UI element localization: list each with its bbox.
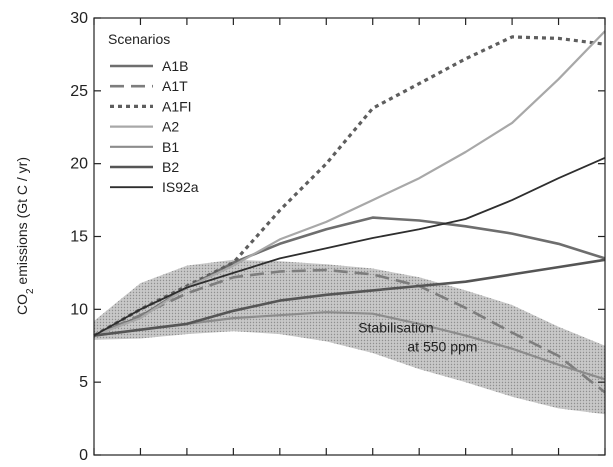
series-line-a1fi	[93, 35, 606, 337]
y-tick-label-20: 20	[70, 156, 88, 173]
annotations: Stabilisation at 550 ppm	[358, 320, 477, 355]
y-axis-title-subscript: 2	[25, 288, 36, 294]
y-tick-label-10: 10	[70, 301, 88, 318]
y-tick-label-5: 5	[79, 374, 88, 391]
axes: 0 5 10 15 20 25 30	[70, 10, 606, 464]
legend-label-a1t: A1T	[162, 78, 188, 94]
legend: Scenarios A1B A1T A1FI A2 B1 B2 IS92a	[108, 31, 199, 195]
series-line-is92a	[93, 156, 606, 337]
series-line-b2	[93, 258, 606, 337]
y-tick-label-15: 15	[70, 229, 88, 246]
y-axis-title: CO2 emissions (Gt C / yr)	[14, 157, 36, 315]
y-tick-label-0: 0	[79, 447, 88, 464]
series-line-a1t	[93, 268, 606, 394]
annotation-stabilisation: Stabilisation	[358, 320, 434, 336]
stabilisation-band	[94, 259, 605, 415]
legend-label-a2: A2	[162, 119, 179, 135]
annotation-at-550-ppm: at 550 ppm	[407, 339, 477, 355]
legend-label-a1b: A1B	[162, 58, 188, 74]
series-lines	[93, 30, 606, 394]
y-tick-label-25: 25	[70, 83, 88, 100]
y-tick-label-30: 30	[70, 10, 88, 27]
legend-label-a1fi: A1FI	[162, 98, 192, 114]
legend-label-b2: B2	[162, 159, 179, 175]
series-line-a2	[93, 30, 606, 337]
legend-label-is92a: IS92a	[162, 179, 199, 195]
legend-label-b1: B1	[162, 139, 179, 155]
legend-title: Scenarios	[108, 31, 170, 47]
stabilisation-band-area	[94, 259, 605, 415]
